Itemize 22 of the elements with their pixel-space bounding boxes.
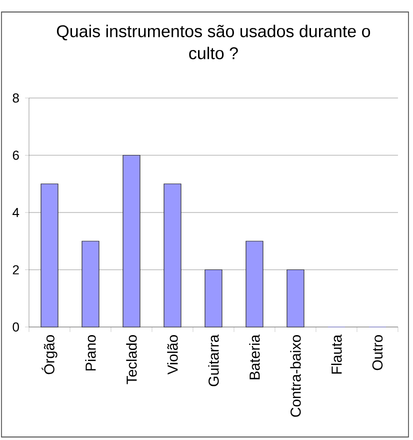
bar xyxy=(246,240,264,328)
x-tick-label: Contra-baixo xyxy=(290,335,301,417)
y-tick-label: 8 xyxy=(12,93,19,103)
y-tick-label: 0 xyxy=(12,322,19,332)
bar xyxy=(204,269,222,328)
x-tick-label: Bateria xyxy=(249,334,260,380)
x-tick-label: Órgão xyxy=(42,335,58,374)
bar xyxy=(40,184,58,328)
x-tick-label: Guitarra xyxy=(208,334,219,386)
y-tick-label: 2 xyxy=(12,265,19,274)
y-tick-label: 6 xyxy=(12,150,19,160)
x-tick-label: Flauta xyxy=(331,334,342,374)
bar xyxy=(122,154,140,328)
bar xyxy=(286,269,304,328)
x-tick-label: Piano xyxy=(85,335,96,370)
bar xyxy=(82,240,100,328)
x-tick-label: Outro xyxy=(372,335,383,370)
chart-title: Quais instrumentos são usados durante o culto ? xyxy=(56,24,370,60)
y-tick-label: 4 xyxy=(12,208,20,217)
x-tick-label: Violão xyxy=(167,335,178,375)
bar xyxy=(164,184,182,328)
x-tick-label: Teclado xyxy=(126,335,137,384)
